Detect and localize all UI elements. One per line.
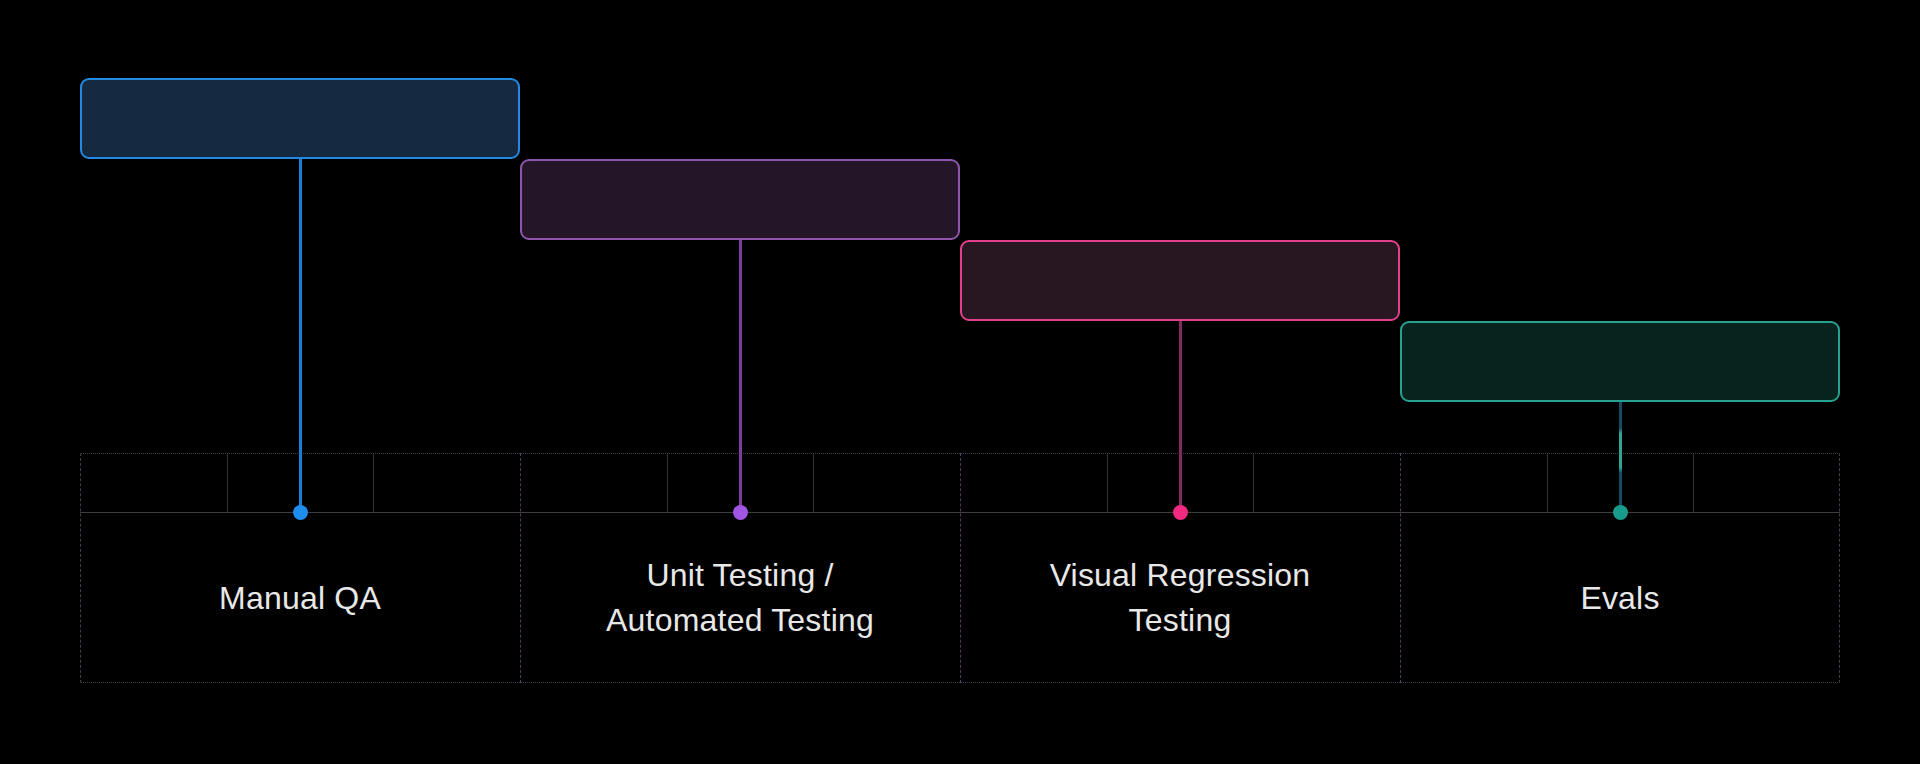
stage-label-unit-automated-testing: Unit Testing / Automated Testing: [520, 513, 960, 683]
stage-label-manual-qa: Manual QA: [80, 513, 520, 683]
header-subdivider: [1547, 453, 1548, 512]
header-subdivider: [667, 453, 668, 512]
header-subdivider: [373, 453, 374, 512]
stage-label-visual-regression-testing: Visual Regression Testing: [960, 513, 1400, 683]
stage-label-text: Evals: [1580, 576, 1659, 621]
stage-label-text: Visual Regression Testing: [1050, 553, 1311, 643]
stage-label-evals: Evals: [1400, 513, 1840, 683]
diagram-canvas: Manual QA Unit Testing / Automated Testin…: [0, 0, 1920, 764]
header-subdivider: [1107, 453, 1108, 512]
header-subdivider: [227, 453, 228, 512]
connector-line-visual-regression-testing: [1179, 319, 1182, 512]
connector-line-evals: [1619, 400, 1622, 512]
connector-line-manual-qa: [299, 157, 302, 512]
header-subdivider: [1693, 453, 1694, 512]
stage-box-visual-regression-testing: [960, 240, 1400, 321]
timeline-dot-manual-qa: [293, 505, 308, 520]
stage-label-text: Manual QA: [219, 576, 381, 621]
header-subdivider: [813, 453, 814, 512]
stage-label-text: Unit Testing / Automated Testing: [606, 553, 874, 643]
stage-box-evals: [1400, 321, 1840, 402]
timeline-dot-unit-automated-testing: [733, 505, 748, 520]
stage-box-unit-automated-testing: [520, 159, 960, 240]
timeline-dot-visual-regression-testing: [1173, 505, 1188, 520]
stage-box-manual-qa: [80, 78, 520, 159]
connector-line-unit-automated-testing: [739, 238, 742, 512]
timeline-dot-evals: [1613, 505, 1628, 520]
header-subdivider: [1253, 453, 1254, 512]
